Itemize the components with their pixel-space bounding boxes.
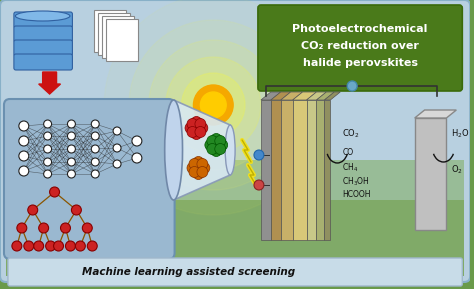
Circle shape [129,20,298,190]
FancyBboxPatch shape [14,40,73,56]
FancyBboxPatch shape [0,0,470,282]
Circle shape [182,73,245,137]
Circle shape [91,170,99,178]
Circle shape [44,158,52,166]
FancyBboxPatch shape [14,26,73,42]
Text: CO₂ reduction over: CO₂ reduction over [301,41,419,51]
Text: HCOOH: HCOOH [342,190,371,199]
Circle shape [65,241,75,251]
Circle shape [195,118,206,129]
Polygon shape [292,92,317,100]
FancyBboxPatch shape [14,12,73,28]
FancyBboxPatch shape [98,13,130,55]
Circle shape [185,123,196,134]
Circle shape [187,127,198,138]
Circle shape [19,121,29,131]
Bar [281,100,292,240]
Circle shape [197,166,208,177]
Polygon shape [324,92,340,100]
Circle shape [67,170,75,178]
Circle shape [132,153,142,163]
Circle shape [44,170,52,178]
Circle shape [211,145,222,157]
Circle shape [91,158,99,166]
Circle shape [72,205,82,215]
Circle shape [187,118,198,129]
Circle shape [197,123,208,134]
Ellipse shape [15,11,70,21]
Circle shape [207,144,218,155]
Circle shape [207,136,218,147]
Text: CO: CO [342,148,354,157]
Circle shape [113,127,121,135]
Bar [317,100,324,240]
Circle shape [205,140,216,151]
Circle shape [28,205,38,215]
Circle shape [75,241,85,251]
FancyBboxPatch shape [102,16,134,58]
Polygon shape [317,92,334,100]
FancyBboxPatch shape [94,10,126,52]
Circle shape [189,158,200,170]
Polygon shape [261,92,281,100]
Polygon shape [281,92,302,100]
Circle shape [132,136,142,146]
Circle shape [193,168,204,179]
Bar [271,100,281,240]
Circle shape [87,241,97,251]
Polygon shape [271,92,291,100]
Circle shape [67,132,75,140]
FancyBboxPatch shape [14,54,73,70]
Circle shape [82,223,92,233]
Circle shape [215,136,226,147]
FancyBboxPatch shape [6,160,464,276]
Circle shape [217,140,228,151]
Circle shape [91,120,99,128]
FancyBboxPatch shape [4,99,174,259]
Circle shape [46,241,55,251]
Circle shape [67,158,75,166]
Circle shape [347,81,357,91]
Circle shape [19,166,29,176]
Circle shape [189,166,200,177]
Bar [292,100,307,240]
Polygon shape [307,92,327,100]
Text: CH$_4$: CH$_4$ [342,162,358,175]
Circle shape [113,160,121,168]
Polygon shape [415,110,456,118]
Text: O$_2$: O$_2$ [451,163,463,175]
Circle shape [61,223,71,233]
FancyBboxPatch shape [8,258,462,286]
Bar [261,100,271,240]
Circle shape [199,162,210,173]
Polygon shape [173,100,230,200]
Circle shape [24,241,34,251]
Circle shape [44,145,52,153]
Circle shape [195,127,206,138]
Text: Photoelectrochemical: Photoelectrochemical [292,24,428,34]
Text: CH$_3$OH: CH$_3$OH [342,176,370,188]
Circle shape [39,223,49,233]
Bar [324,100,330,240]
Circle shape [113,144,121,152]
FancyArrow shape [39,72,61,94]
Circle shape [166,57,261,153]
Circle shape [191,116,202,127]
Circle shape [187,162,198,173]
Circle shape [54,241,64,251]
Circle shape [34,241,44,251]
Circle shape [215,144,226,155]
Ellipse shape [164,100,182,200]
Circle shape [254,180,264,190]
Circle shape [201,92,226,118]
Circle shape [50,187,60,197]
Circle shape [197,158,208,170]
Bar [307,100,317,240]
Circle shape [193,157,204,168]
Circle shape [211,134,222,144]
Circle shape [191,129,202,140]
Text: CO$_2$: CO$_2$ [342,128,360,140]
Circle shape [44,120,52,128]
Circle shape [67,120,75,128]
